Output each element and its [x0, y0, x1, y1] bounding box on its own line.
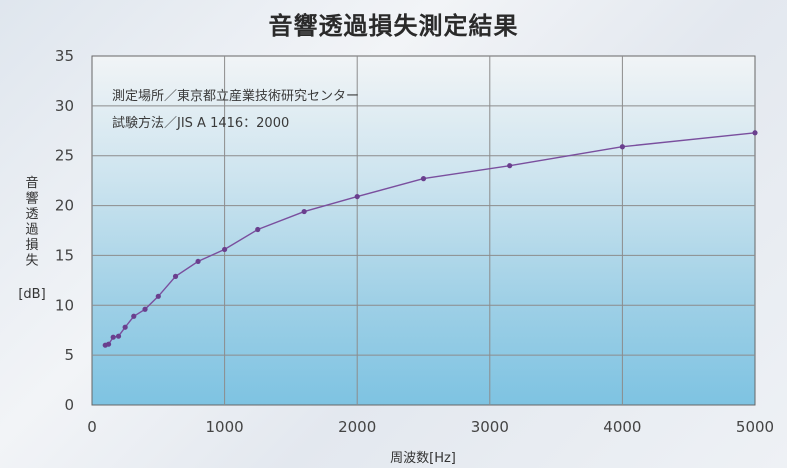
y-tick-labels: 0 5 10 15 20 25 30 35	[55, 47, 74, 414]
data-point	[619, 144, 626, 150]
y-axis-label-char: 過	[25, 223, 38, 238]
x-tick-label: 4000	[603, 418, 641, 436]
data-point	[115, 333, 122, 339]
data-point	[131, 313, 137, 319]
y-tick-label: 0	[64, 396, 74, 414]
data-point	[222, 246, 228, 253]
y-tick-label: 25	[55, 147, 74, 165]
data-point	[110, 334, 116, 340]
data-point	[255, 226, 261, 233]
data-point	[142, 306, 148, 312]
y-tick-label: 5	[64, 346, 74, 364]
series-group	[102, 130, 758, 348]
y-axis-unit: [dB]	[18, 287, 45, 302]
data-point	[301, 208, 307, 215]
data-point	[420, 176, 427, 182]
y-axis-label-char: 失	[25, 254, 38, 269]
x-tick-label: 0	[87, 418, 97, 436]
data-point	[122, 324, 128, 330]
grid-lines	[92, 56, 755, 405]
y-axis-label-char: 損	[25, 238, 38, 253]
data-point	[752, 130, 758, 136]
x-tick-label: 2000	[338, 418, 376, 436]
x-tick-labels: 0 1000 2000 3000 4000 5000	[87, 418, 774, 436]
y-tick-label: 10	[55, 296, 74, 314]
y-axis-label-char: 音	[25, 175, 38, 191]
y-axis-label-char: 透	[25, 207, 38, 222]
x-tick-label: 3000	[471, 418, 509, 436]
y-axis-label-char: 響	[25, 191, 38, 207]
data-point	[195, 258, 201, 265]
x-tick-label: 1000	[206, 418, 244, 436]
x-tick-label: 5000	[736, 418, 774, 436]
x-axis-label: 周波数[Hz]	[390, 451, 456, 466]
data-point	[105, 341, 112, 347]
annotation-method: 試験方法／JIS A 1416：2000	[112, 115, 289, 131]
annotation-location: 測定場所／東京都立産業技術研究センター	[112, 88, 359, 104]
data-point	[155, 293, 161, 299]
plot-area	[91, 55, 756, 406]
data-point	[354, 193, 360, 200]
data-point	[507, 163, 513, 169]
y-tick-label: 20	[55, 197, 74, 215]
data-point	[172, 273, 179, 279]
y-tick-label: 35	[55, 47, 74, 65]
y-tick-label: 30	[55, 97, 74, 115]
y-tick-label: 15	[55, 246, 74, 264]
chart-title: 音響透過損失測定結果	[268, 12, 519, 40]
y-axis-label: 音響透過損失 [dB]	[18, 175, 45, 302]
